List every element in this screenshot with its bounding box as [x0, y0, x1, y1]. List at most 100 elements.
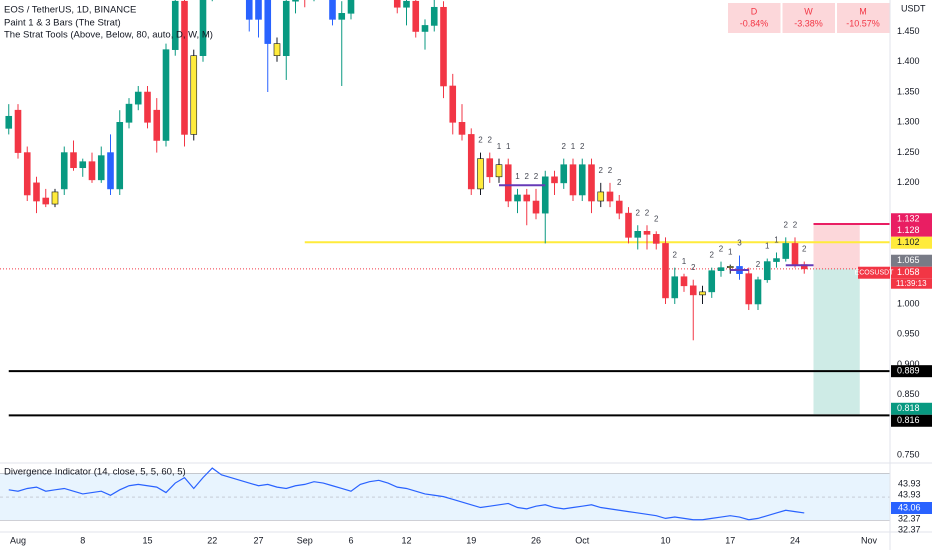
- indicator-value-box: [891, 502, 932, 514]
- bar-label: 2: [580, 142, 585, 151]
- symbol-label: ECOSUSDT: [855, 270, 895, 277]
- bar-label: 2: [608, 166, 613, 175]
- bar-label: 1: [497, 142, 502, 151]
- candle-body: [523, 194, 531, 202]
- candle-body: [88, 161, 96, 181]
- price-label-box: [891, 254, 932, 267]
- x-tick-label: 27: [253, 535, 263, 545]
- target-zone: [813, 268, 860, 415]
- perf-value: -10.57%: [846, 18, 880, 28]
- bar-label: 2: [534, 172, 539, 181]
- bar-label: 2: [599, 166, 604, 175]
- candle-body: [754, 279, 762, 305]
- bar-label: 1: [682, 257, 687, 266]
- indicator-scale-label: 43.06: [898, 502, 921, 512]
- bar-label: 1: [515, 172, 520, 181]
- y-tick-label: 1.000: [897, 298, 920, 308]
- bar-label: 1: [506, 142, 511, 151]
- x-tick-label: Aug: [10, 535, 26, 545]
- candle-body: [597, 191, 605, 202]
- perf-cell: [782, 3, 835, 33]
- x-tick-label: 6: [348, 535, 353, 545]
- x-tick-label: 17: [725, 535, 735, 545]
- bar-label: 2: [525, 172, 530, 181]
- candle-body: [70, 152, 77, 169]
- candle-body: [190, 55, 198, 135]
- symbol-box: [858, 266, 890, 279]
- candle-body: [421, 25, 429, 32]
- candle-body: [440, 6, 447, 87]
- y-tick-label: 0.900: [897, 359, 920, 369]
- x-tick-label: Nov: [861, 535, 878, 545]
- price-label: 0.818: [897, 403, 920, 413]
- y-tick-label: 1.250: [897, 147, 920, 157]
- candle-body: [717, 267, 725, 271]
- price-label-box: [891, 414, 932, 427]
- y-tick-label: 0.850: [897, 389, 920, 399]
- candle-body: [486, 158, 494, 178]
- candle-body: [403, 0, 410, 8]
- x-tick-label: 10: [660, 535, 670, 545]
- candle-body: [458, 122, 466, 135]
- candle-body: [393, 0, 401, 8]
- candle-body: [329, 0, 336, 20]
- bar-label: 2: [710, 251, 715, 260]
- candle-body: [495, 164, 503, 178]
- bar-label: 1: [765, 242, 770, 251]
- candle-body: [347, 0, 355, 14]
- price-label-box: [891, 402, 932, 415]
- bar-label: 2: [636, 208, 641, 217]
- candle-body: [60, 152, 68, 190]
- indicator-pane: [0, 467, 890, 521]
- x-tick-label: 22: [207, 535, 217, 545]
- candle-body: [125, 103, 133, 123]
- y-tick-label: 0.950: [897, 329, 920, 339]
- bar-label: 2: [719, 245, 724, 254]
- candle-body: [689, 285, 697, 296]
- candle-body: [773, 258, 780, 262]
- candle-body: [467, 134, 475, 190]
- candle-body: [116, 122, 124, 190]
- x-tick-label: Sep: [297, 535, 313, 545]
- x-tick-label: 8: [80, 535, 85, 545]
- indicator-title: Divergence Indicator (14, close, 5, 5, 6…: [4, 467, 186, 478]
- candle-body: [671, 276, 679, 299]
- bar-label: 2: [617, 178, 622, 187]
- candle-body: [449, 85, 457, 123]
- candle-body: [615, 200, 623, 214]
- x-tick-label: 24: [790, 535, 800, 545]
- y-tick-label: 1.450: [897, 26, 920, 36]
- bar-label: 2: [793, 220, 798, 229]
- indicator-scale-label: 32.37: [898, 513, 921, 523]
- perf-value: -0.84%: [740, 18, 769, 28]
- candle-body: [33, 182, 40, 202]
- price-label-box: [891, 236, 932, 249]
- candle-body: [107, 152, 114, 190]
- perf-cell: [837, 3, 890, 33]
- price-pane: 122111222122222222122213211222: [0, 0, 890, 417]
- candle-body: [541, 176, 549, 214]
- bar-label: 1: [774, 236, 779, 245]
- bar-label: 2: [691, 263, 696, 272]
- candle-body: [652, 234, 660, 244]
- candle-body: [199, 0, 207, 57]
- candle-body: [264, 0, 272, 44]
- candle-body: [791, 243, 799, 265]
- candle-body: [606, 191, 614, 202]
- price-label: 0.816: [897, 415, 920, 425]
- countdown: 11:39:13: [896, 279, 927, 288]
- bar-label: 2: [562, 142, 567, 151]
- candle-body: [430, 6, 438, 26]
- currency: USDT: [901, 3, 926, 13]
- candle-body: [23, 152, 31, 196]
- price-label-box: [891, 365, 932, 378]
- candle-body: [181, 0, 188, 135]
- chart-title: EOS / TetherUS, 1D, BINANCE: [4, 5, 136, 16]
- indicator-line: [8, 467, 805, 521]
- candle-body: [255, 0, 262, 20]
- candle-body: [338, 13, 346, 20]
- bar-label: 2: [802, 245, 807, 254]
- x-tick-label: 26: [531, 535, 541, 545]
- candle-body: [588, 164, 595, 202]
